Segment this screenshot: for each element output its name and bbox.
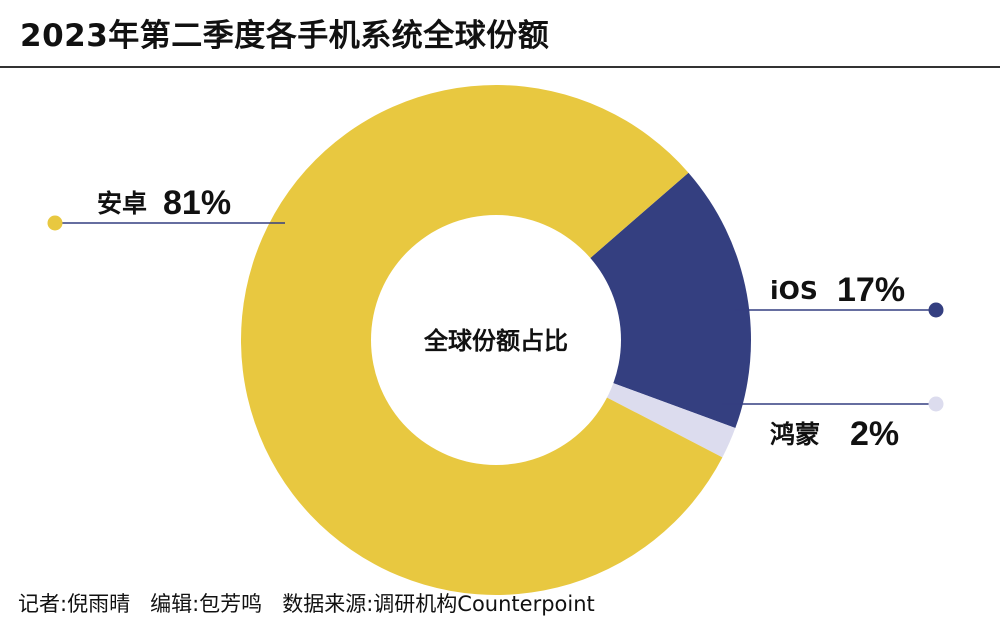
slice-label-harmony: 鸿蒙 (770, 420, 820, 449)
reporter-credit: 记者:倪雨晴 (18, 592, 131, 616)
slice-label-ios: iOS (770, 276, 818, 305)
credits-footer: 记者:倪雨晴 编辑:包芳鸣 数据来源:调研机构Counterpoint (18, 590, 595, 618)
slice-value-harmony: 2% (850, 415, 899, 453)
credit-gap (262, 592, 282, 616)
center-label: 全球份额占比 (423, 327, 568, 355)
slice-ios (496, 172, 752, 429)
credit-gap (130, 592, 150, 616)
legend-dot-harmony (928, 396, 944, 412)
slice-value-ios: 17% (837, 271, 905, 309)
editor-credit: 编辑:包芳鸣 (150, 592, 263, 616)
source-credit: 数据来源:调研机构Counterpoint (282, 592, 595, 616)
legend-dot-ios (928, 302, 944, 318)
slice-value-android: 81% (163, 184, 231, 222)
slice-label-android: 安卓 (97, 189, 147, 218)
chart-title: 2023年第二季度各手机系统全球份额 (20, 18, 550, 54)
donut-hole (371, 215, 621, 465)
legend-dot-android (47, 215, 63, 231)
title-divider (0, 66, 1000, 68)
